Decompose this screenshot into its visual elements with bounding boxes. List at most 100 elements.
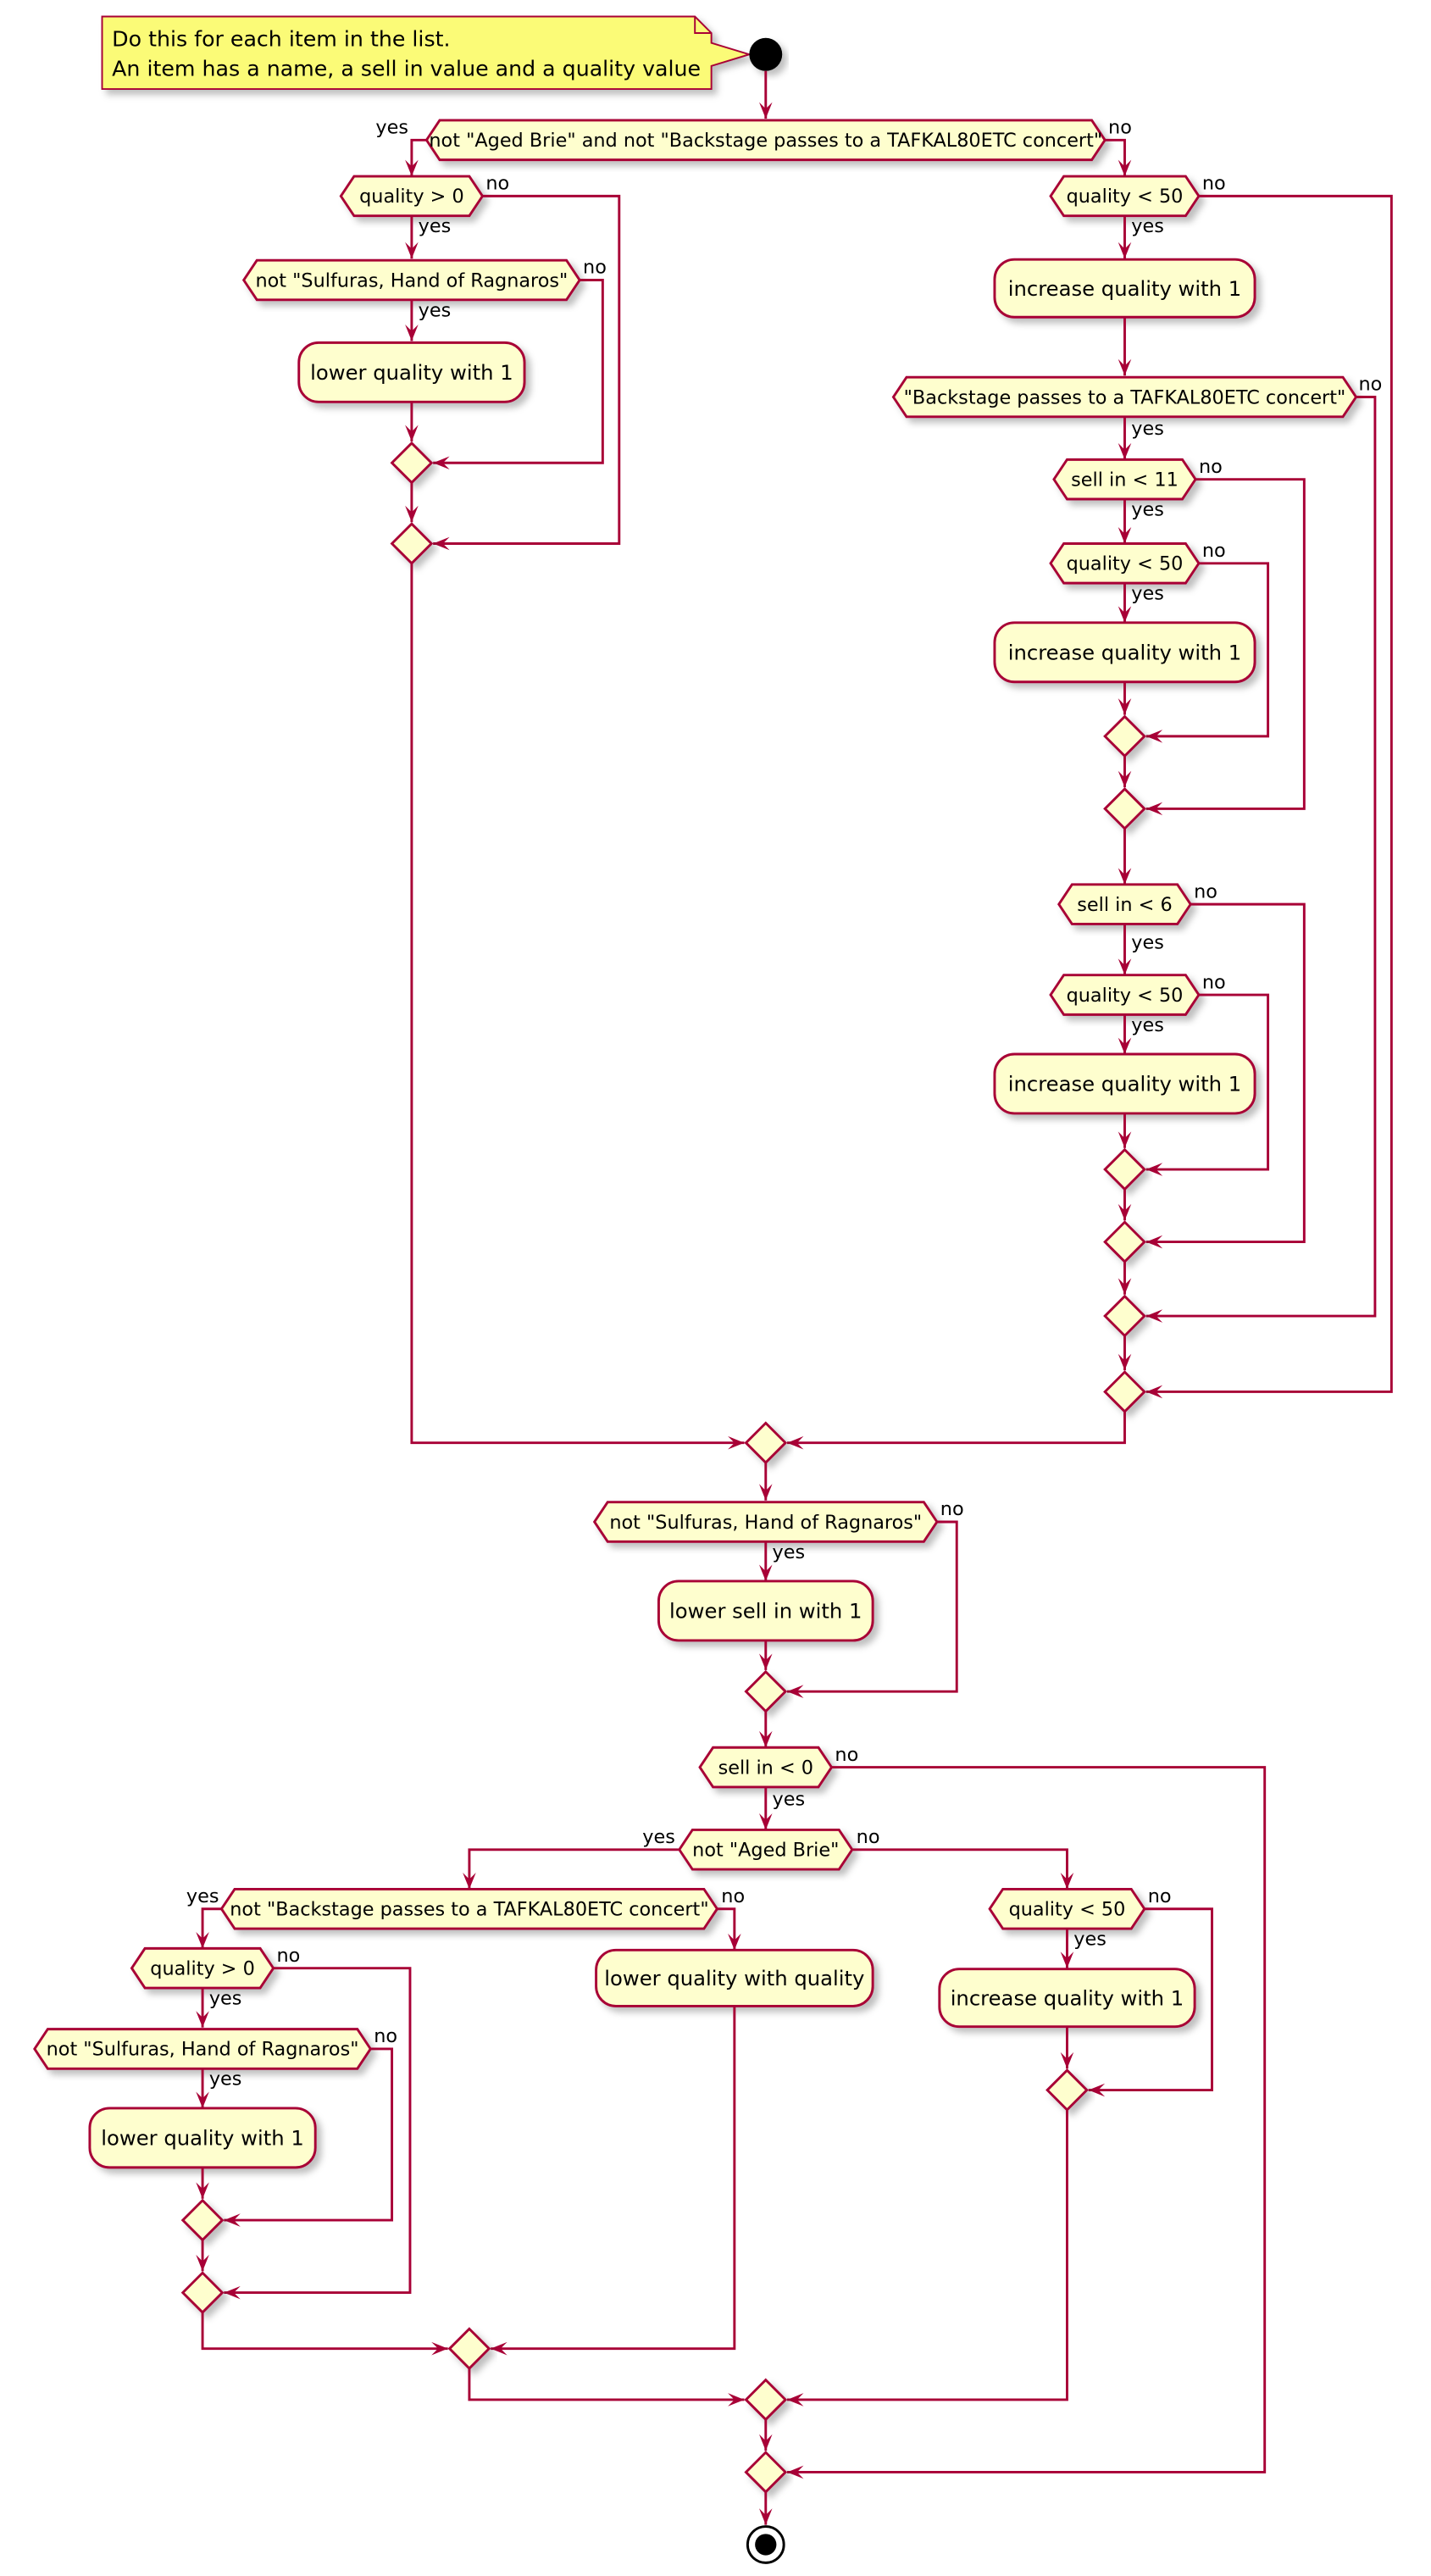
decision-label: not "Aged Brie" and not "Backstage passe… (429, 130, 1102, 152)
arrowhead-icon (728, 1435, 745, 1450)
arrowhead-icon (759, 2434, 773, 2451)
arrowhead-icon (1145, 1309, 1163, 1323)
no-label: no (1202, 173, 1226, 195)
arrowhead-icon (1145, 1163, 1163, 1176)
no-label: no (1202, 971, 1226, 993)
yes-label: yes (186, 1885, 219, 1907)
activity-label: lower quality with 1 (101, 2126, 304, 2151)
merge-node (390, 441, 434, 485)
no-label: no (583, 257, 607, 279)
flow-arrow (787, 1766, 1267, 2473)
yes-label: yes (1073, 1929, 1107, 1951)
yes-label: yes (1131, 583, 1164, 605)
arrowhead-icon (1118, 1037, 1132, 1055)
decision-label: quality < 50 (1067, 553, 1184, 575)
flow-arrow (1145, 562, 1270, 738)
flow-arrow (1145, 993, 1270, 1171)
note-text-line2: An item has a name, a sell in value and … (112, 57, 701, 81)
arrowhead-icon (1088, 2083, 1106, 2097)
decision-label: not "Sulfuras, Hand of Ragnaros" (255, 269, 568, 291)
flow-arrow (1145, 478, 1306, 810)
arrowhead-icon (405, 159, 419, 177)
arrowhead-icon (1118, 442, 1132, 460)
arrowhead-icon (224, 2285, 241, 2300)
arrowhead-icon (1118, 868, 1132, 885)
no-label: no (940, 1498, 964, 1520)
no-label: no (835, 1744, 858, 1766)
flow-arrow (201, 1907, 223, 1949)
arrowhead-icon (433, 536, 450, 551)
decision-label: "Backstage passes to a TAFKAL80ETC conce… (904, 386, 1346, 408)
note-fold (694, 16, 712, 34)
merge-node (1103, 714, 1146, 758)
arrowhead-icon (1118, 242, 1132, 259)
note-text-line1: Do this for each item in the list. (112, 27, 450, 52)
arrowhead-icon (431, 2341, 448, 2356)
arrowhead-icon (1060, 1872, 1074, 1890)
no-label: no (1202, 540, 1226, 562)
no-label: no (1108, 117, 1132, 139)
arrowhead-icon (196, 2091, 209, 2108)
merge-node (1046, 2068, 1089, 2112)
activity-label: increase quality with 1 (1008, 641, 1242, 665)
flow-arrow (787, 2109, 1068, 2401)
flow-arrow (468, 2368, 745, 2401)
merge-node (1103, 1220, 1146, 1263)
no-label: no (1358, 374, 1382, 396)
yes-label: yes (1131, 1014, 1164, 1036)
arrowhead-icon (196, 2254, 209, 2272)
flow-arrow (433, 194, 621, 545)
yes-label: yes (209, 1987, 242, 2009)
arrowhead-icon (1118, 159, 1132, 177)
decision-node (33, 2028, 373, 2070)
no-label: no (1148, 1885, 1172, 1907)
flow-arrow (1105, 138, 1126, 177)
decision-label: quality > 0 (359, 186, 464, 208)
merge-node (1103, 787, 1146, 830)
arrowhead-icon (463, 1872, 476, 1890)
flow-arrow (468, 1848, 679, 1890)
decision-label: quality < 50 (1067, 985, 1184, 1007)
arrowhead-icon (196, 2182, 209, 2199)
merge-node (744, 1421, 788, 1465)
arrowhead-icon (1145, 730, 1163, 743)
arrowhead-icon (1118, 1278, 1132, 1295)
arrowhead-icon (759, 1484, 773, 1501)
flow-arrow (1088, 1907, 1213, 2091)
decision-label: not "Backstage passes to a TAFKAL80ETC c… (230, 1899, 708, 1921)
merge-node (1103, 1147, 1146, 1191)
no-label: no (1194, 880, 1217, 902)
decision-label: sell in < 6 (1077, 894, 1172, 916)
arrowhead-icon (405, 324, 419, 341)
arrowhead-icon (1118, 698, 1132, 715)
yes-label: yes (209, 2068, 242, 2090)
activity-label: increase quality with 1 (1008, 276, 1242, 301)
arrowhead-icon (1060, 2051, 1074, 2069)
activity-node (938, 1968, 1196, 2029)
decision-label: not "Aged Brie" (692, 1840, 839, 1862)
yes-label: yes (419, 299, 452, 321)
no-label: no (374, 2025, 397, 2047)
decision-label: quality < 50 (1009, 1899, 1126, 1921)
yes-label: yes (642, 1826, 675, 1848)
arrowhead-icon (787, 2465, 804, 2479)
arrowhead-icon (728, 1933, 741, 1951)
decision-label: not "Sulfuras, Hand of Ragnaros" (609, 1512, 922, 1534)
flow-arrow (1145, 194, 1393, 1393)
yes-label: yes (1131, 418, 1164, 440)
decision-label: sell in < 11 (1071, 469, 1179, 491)
decision-label: quality > 0 (150, 1957, 255, 1979)
arrowhead-icon (1145, 1235, 1163, 1249)
yes-label: yes (773, 1788, 806, 1810)
arrowhead-icon (787, 1435, 804, 1450)
activity-label: lower quality with 1 (310, 360, 513, 385)
yes-label: yes (773, 1541, 806, 1563)
merge-node (180, 2271, 225, 2314)
merge-node (744, 2451, 788, 2494)
arrowhead-icon (759, 102, 773, 119)
arrowhead-icon (1060, 1951, 1074, 1968)
flow-arrow (787, 1520, 958, 1693)
arrowhead-icon (405, 505, 419, 523)
arrowhead-icon (728, 2393, 745, 2407)
arrowhead-icon (1118, 770, 1132, 788)
